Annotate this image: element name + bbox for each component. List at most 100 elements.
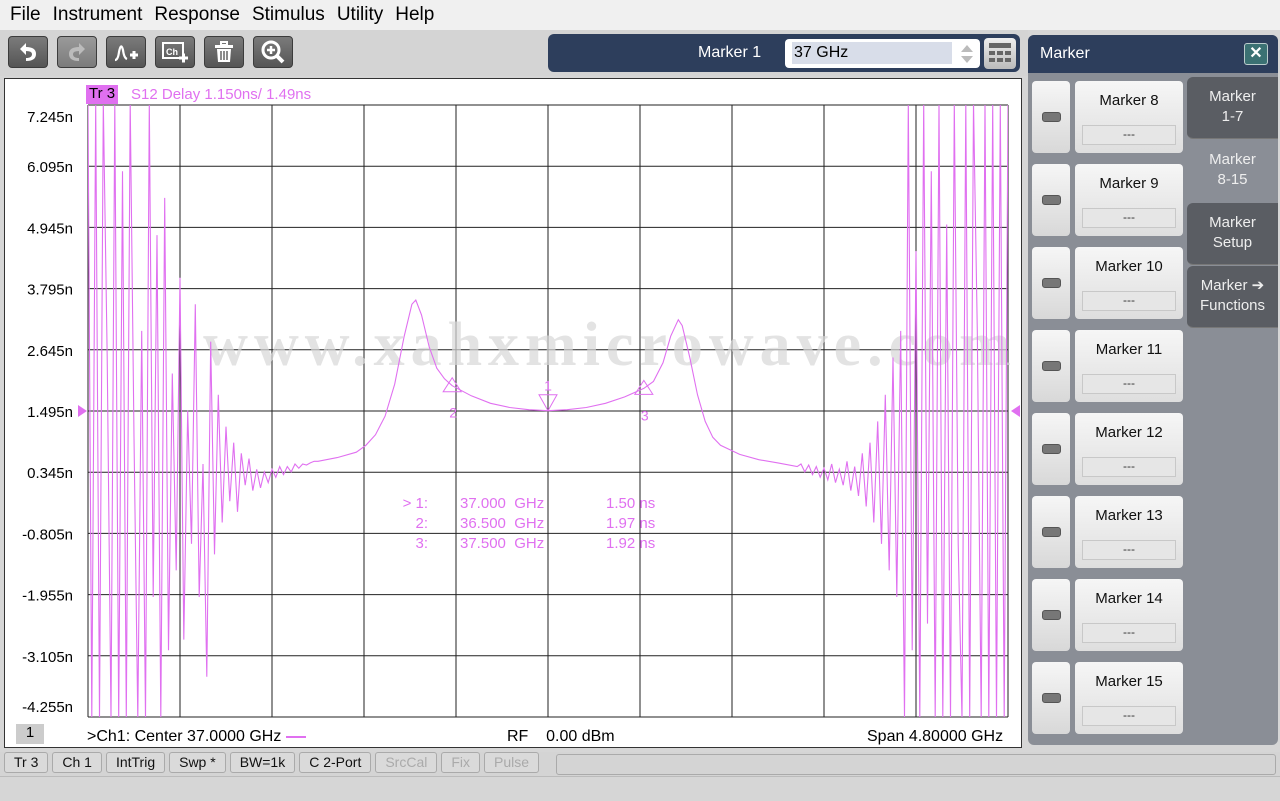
zoom-button[interactable]	[253, 36, 293, 68]
readout-value: 1.50 ns	[606, 495, 656, 512]
menu-file[interactable]: File	[10, 4, 41, 25]
trace-color-legend	[285, 735, 306, 738]
marker-name: Marker 13	[1095, 507, 1163, 524]
status-button[interactable]: SrcCal	[375, 752, 438, 773]
marker-toggle-button[interactable]	[1032, 413, 1070, 485]
marker-select-button[interactable]: Marker 10 ---	[1075, 247, 1183, 319]
status-bar: Tr 3 Ch 1 IntTrig Swp * BW=1k C 2-Port SrcCal F…	[0, 752, 1280, 776]
marker-name: Marker 15	[1095, 673, 1163, 690]
marker-toggle-button[interactable]	[1032, 247, 1070, 319]
menu-help[interactable]: Help	[395, 4, 435, 25]
tab-line2: Setup	[1212, 234, 1253, 251]
add-trace-icon	[114, 45, 138, 62]
keypad-button[interactable]	[984, 38, 1016, 69]
footer-center: >Ch1: Center 37.0000 GHz	[87, 728, 306, 746]
marker-row: Marker 15 ---	[1032, 662, 1184, 736]
status-button[interactable]: Ch 1	[52, 752, 102, 773]
svg-text:Ch: Ch	[166, 47, 178, 57]
indicator-icon	[1042, 527, 1061, 537]
tab-line1: Marker	[1209, 88, 1256, 105]
status-button[interactable]: Pulse	[484, 752, 540, 773]
marker-name: Marker 14	[1095, 590, 1163, 607]
tab-marker-4[interactable]: Marker ➔ Functions	[1187, 266, 1278, 328]
spin-arrows-icon[interactable]	[960, 43, 974, 65]
trace-title: S12 Delay 1.150ns/ 1.49ns	[131, 86, 312, 103]
marker-value: ---	[1082, 457, 1176, 477]
readout-frequency: 37.500 GHz	[460, 535, 545, 552]
marker-value: ---	[1082, 374, 1176, 394]
marker-row: Marker 11 ---	[1032, 330, 1184, 404]
undo-button[interactable]	[8, 36, 48, 68]
marker-toggle-button[interactable]	[1032, 496, 1070, 568]
marker-row: Marker 8 ---	[1032, 81, 1184, 155]
marker-value: ---	[1082, 291, 1176, 311]
status-button[interactable]: BW=1k	[229, 752, 296, 773]
footer-rf: RF 0.00 dBm	[507, 728, 615, 745]
marker-value: ---	[1082, 706, 1176, 726]
readout-frequency: 37.000 GHz	[460, 495, 545, 512]
channel-number: 1	[16, 724, 44, 744]
add-trace-button[interactable]	[106, 36, 146, 68]
footer-span: Span 4.80000 GHz	[867, 728, 1004, 745]
add-channel-button[interactable]: Ch	[155, 36, 195, 68]
indicator-icon	[1042, 693, 1061, 703]
status-button[interactable]: C 2-Port	[299, 752, 372, 773]
readout-value: 1.92 ns	[606, 535, 656, 552]
tab-line1: Marker	[1209, 151, 1256, 168]
marker-readout-row: > 1: 37.000 GHz 1.50 ns	[380, 495, 670, 515]
marker-value: ---	[1082, 623, 1176, 643]
marker-row: Marker 9 ---	[1032, 164, 1184, 238]
status-button[interactable]: Swp *	[169, 752, 226, 773]
marker-select-button[interactable]: Marker 11 ---	[1075, 330, 1183, 402]
tab-marker-2[interactable]: Marker 8-15	[1187, 140, 1278, 202]
marker-select-button[interactable]: Marker 14 ---	[1075, 579, 1183, 651]
menu-utility[interactable]: Utility	[336, 4, 384, 25]
marker-toggle-button[interactable]	[1032, 81, 1070, 153]
marker-toggle-button[interactable]	[1032, 164, 1070, 236]
readout-frequency: 36.500 GHz	[460, 515, 545, 532]
marker-toggle-button[interactable]	[1032, 330, 1070, 402]
indicator-icon	[1042, 195, 1061, 205]
marker-name: Marker 11	[1095, 341, 1163, 358]
tab-marker-3[interactable]: Marker Setup	[1187, 203, 1278, 265]
marker-select-button[interactable]: Marker 13 ---	[1075, 496, 1183, 568]
marker-toggle-button[interactable]	[1032, 662, 1070, 734]
delete-icon	[215, 41, 233, 62]
marker-toggle-button[interactable]	[1032, 579, 1070, 651]
marker-value: ---	[1082, 540, 1176, 560]
indicator-icon	[1042, 112, 1061, 122]
readout-value: 1.97 ns	[606, 515, 656, 532]
marker-name: Marker 12	[1095, 424, 1163, 441]
menu-stimulus[interactable]: Stimulus	[251, 4, 325, 25]
marker-panel: Marker ✕ Marker 8 --- Marker 9 --- Marker 10 -…	[1028, 35, 1278, 745]
marker-select-button[interactable]: Marker 9 ---	[1075, 164, 1183, 236]
tab-line2: Functions	[1199, 297, 1266, 314]
measurement-window: Tr 3 S12 Delay 1.150ns/ 1.49ns 1 >Ch1: C…	[4, 78, 1022, 748]
marker-select-button[interactable]: Marker 12 ---	[1075, 413, 1183, 485]
marker-frequency-input[interactable]: 37 GHz	[785, 39, 980, 68]
marker-row: Marker 12 ---	[1032, 413, 1184, 487]
marker-value: ---	[1082, 125, 1176, 145]
tab-line2: 1-7	[1221, 108, 1244, 125]
marker-readout-row: 3: 37.500 GHz 1.92 ns	[380, 535, 670, 555]
delete-button[interactable]	[204, 36, 244, 68]
menu-instrument[interactable]: Instrument	[52, 4, 143, 25]
marker-select-button[interactable]: Marker 8 ---	[1075, 81, 1183, 153]
tab-marker-1[interactable]: Marker 1-7	[1187, 77, 1278, 139]
marker-readout-table: > 1: 37.000 GHz 1.50 ns 2: 36.500 GHz 1.97 ns…	[380, 495, 670, 555]
marker-entry-bar: Marker 1 37 GHz	[548, 34, 1020, 72]
trace-tag[interactable]: Tr 3	[86, 85, 119, 104]
keypad-icon	[989, 43, 1011, 62]
redo-button[interactable]	[57, 36, 97, 68]
marker-select-button[interactable]: Marker 15 ---	[1075, 662, 1183, 734]
status-button[interactable]: Fix	[441, 752, 481, 773]
panel-title: Marker	[1040, 45, 1090, 62]
marker-name: Marker 8	[1099, 92, 1159, 109]
status-button[interactable]: Tr 3	[4, 752, 49, 773]
status-button[interactable]: IntTrig	[105, 752, 166, 773]
redo-icon	[69, 43, 85, 61]
indicator-icon	[1042, 610, 1061, 620]
menu-response[interactable]: Response	[154, 4, 240, 25]
close-icon[interactable]: ✕	[1244, 43, 1268, 65]
readout-label: > 1:	[402, 495, 428, 512]
